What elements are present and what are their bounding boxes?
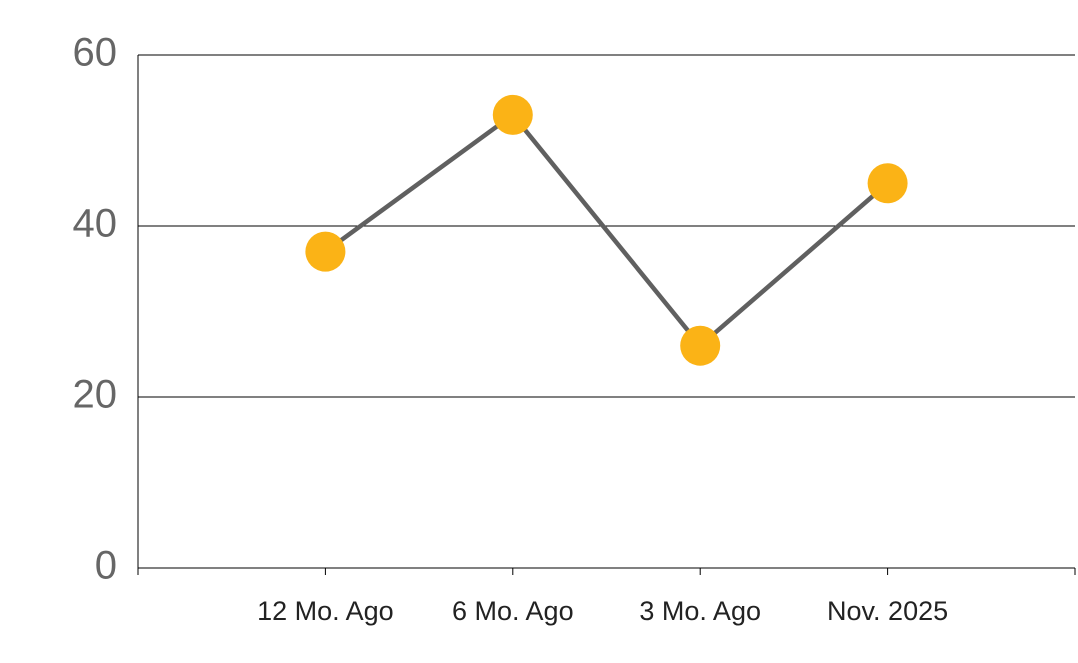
x-tick-label: Nov. 2025 bbox=[827, 596, 948, 626]
x-tick-label: 3 Mo. Ago bbox=[639, 596, 761, 626]
marker bbox=[305, 231, 346, 272]
y-tick-label: 0 bbox=[95, 544, 117, 588]
marker bbox=[867, 163, 908, 204]
y-tick-label: 60 bbox=[73, 31, 118, 75]
x-tick-label: 12 Mo. Ago bbox=[257, 596, 394, 626]
y-tick-label: 20 bbox=[73, 373, 118, 417]
line bbox=[324, 111, 890, 349]
x-tick-label: 6 Mo. Ago bbox=[452, 596, 574, 626]
marker bbox=[680, 325, 721, 366]
y-tick-label: 40 bbox=[73, 202, 118, 246]
marker bbox=[492, 94, 533, 135]
